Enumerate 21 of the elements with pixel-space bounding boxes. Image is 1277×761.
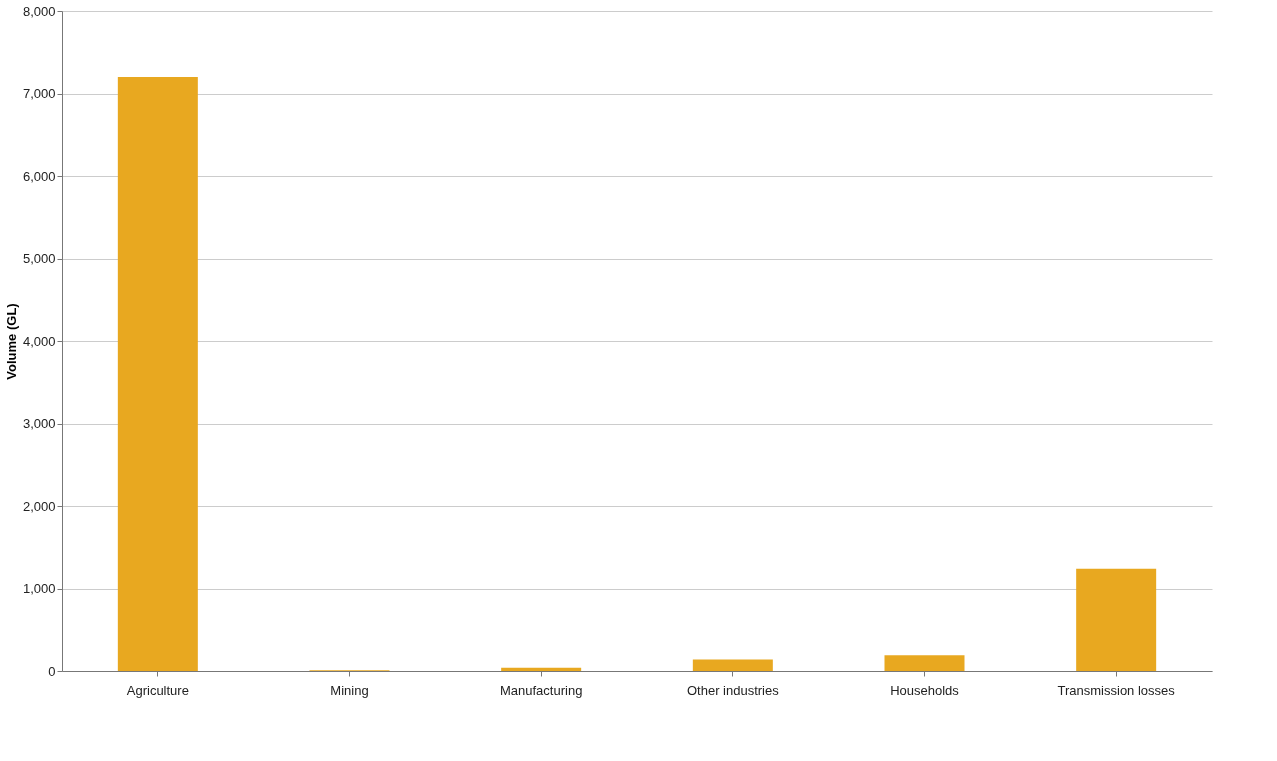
y-tick-label: 2,000 [22, 498, 56, 514]
y-tick-label: 6,000 [22, 168, 56, 184]
y-tick-label: 5,000 [22, 251, 56, 266]
x-tick-label: Agriculture [126, 682, 189, 698]
x-tick-label: Transmission losses [1057, 682, 1176, 698]
bar [1076, 568, 1157, 671]
y-tick-label: 1,000 [22, 581, 56, 596]
bar [884, 655, 965, 671]
x-tick-label: Other industries [686, 682, 780, 698]
y-tick-label: 4,000 [22, 333, 56, 349]
y-tick-label: 3,000 [22, 416, 56, 431]
x-tick-label: Mining [330, 682, 369, 698]
y-tick-label: 7,000 [22, 86, 56, 101]
bar [692, 659, 773, 671]
bar [501, 667, 582, 671]
y-tick-label: 8,000 [22, 3, 56, 19]
y-tick-label: 0 [48, 663, 56, 679]
y-axis-title: Volume (GL) [3, 303, 19, 380]
x-tick-label: Manufacturing [499, 682, 583, 698]
bar [117, 77, 198, 671]
x-tick-label: Households [890, 682, 960, 698]
